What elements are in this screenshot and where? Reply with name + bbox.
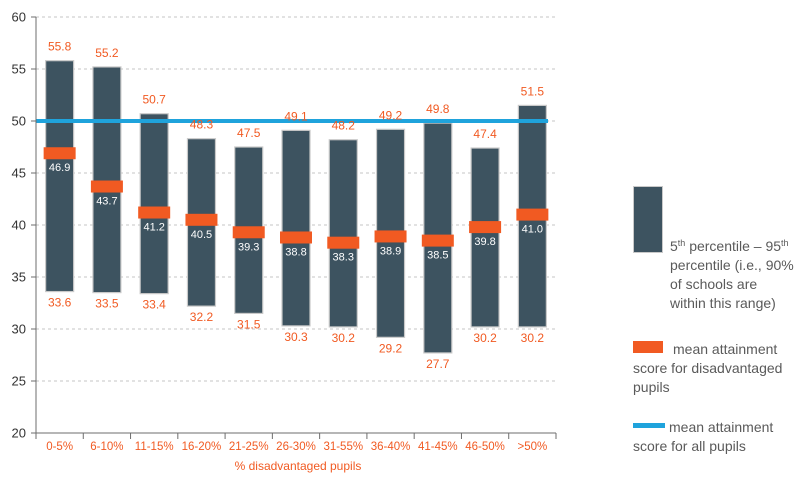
data-label-95th: 47.5	[237, 126, 261, 140]
data-label-mean: 38.9	[380, 245, 401, 257]
data-label-5th: 30.2	[473, 331, 497, 345]
mean-marker	[516, 208, 549, 221]
legend-label-all-pupils: mean attainment score for all pupils	[633, 419, 774, 454]
range-bar	[281, 129, 311, 327]
mean-marker	[43, 147, 76, 160]
data-label-mean: 46.9	[49, 162, 70, 174]
x-axis-tick-labels: 0-5% 6-10% 11-15% 16-20% 21-25% 26-30% 31-55% 3…	[46, 441, 547, 453]
y-tick-label: 60	[12, 10, 26, 25]
data-label-5th: 30.2	[332, 331, 356, 345]
x-tick-label: 36-40%	[371, 441, 411, 453]
data-label-95th: 48.3	[190, 118, 214, 132]
data-label-5th: 33.6	[48, 296, 72, 310]
x-tick-label: 11-15%	[135, 441, 174, 453]
legend-label-mean: mean attainment score for disadvantaged …	[633, 341, 783, 395]
mean-marker	[232, 226, 265, 239]
range-bar	[92, 66, 122, 294]
data-labels: 55.8 46.9 33.6 55.2 43.7 33.5 50.7 41.2 33.4 48.3…	[48, 40, 544, 371]
data-label-5th: 31.5	[237, 317, 261, 331]
x-tick-label: 0-5%	[46, 441, 73, 453]
x-tick-label: 16-20%	[182, 441, 222, 453]
data-label-mean: 38.3	[333, 252, 354, 264]
data-label-5th: 30.2	[521, 331, 545, 345]
x-tick-label: 6-10%	[90, 441, 123, 453]
mean-marker	[280, 231, 312, 244]
range-bar	[470, 147, 500, 328]
data-label-95th: 50.7	[143, 93, 167, 107]
x-tick-label: 46-50%	[465, 441, 505, 453]
data-label-95th: 49.2	[379, 108, 403, 122]
data-label-95th: 55.8	[48, 40, 72, 54]
data-label-5th: 27.7	[426, 357, 450, 371]
data-label-95th: 47.4	[473, 127, 497, 141]
data-label-mean: 43.7	[96, 196, 117, 208]
range-bar	[139, 113, 169, 295]
mean-marker	[138, 206, 171, 219]
x-tick-label: >50%	[517, 441, 547, 453]
y-tick-label: 35	[12, 270, 26, 285]
data-label-mean: 40.5	[191, 229, 212, 241]
data-label-5th: 33.5	[95, 297, 119, 311]
data-label-95th: 49.1	[284, 109, 308, 123]
data-label-mean: 41.0	[522, 224, 543, 236]
x-tick-label: 21-25%	[229, 441, 269, 453]
legend-swatch-mean	[633, 341, 663, 353]
mean-marker	[421, 234, 454, 247]
x-tick-label: 41-45%	[418, 441, 458, 453]
legend-swatch-all-pupils	[633, 423, 665, 428]
mean-marker	[374, 230, 407, 243]
disadvantaged-mean-markers	[43, 147, 549, 249]
data-label-5th: 33.4	[143, 298, 167, 312]
range-bars	[45, 60, 547, 354]
data-label-mean: 38.8	[285, 246, 306, 258]
mean-marker	[469, 221, 502, 234]
mean-marker	[327, 236, 360, 249]
y-tick-label: 20	[12, 426, 26, 441]
data-label-mean: 39.3	[238, 241, 259, 253]
range-bar	[328, 139, 358, 328]
data-label-mean: 39.8	[474, 236, 495, 248]
legend-swatch-range	[633, 186, 663, 253]
data-label-95th: 55.2	[95, 46, 119, 60]
mean-marker	[185, 213, 218, 226]
data-label-mean: 41.2	[143, 222, 164, 234]
y-tick-label: 25	[12, 374, 26, 389]
data-label-95th: 51.5	[521, 84, 545, 98]
chart-plot: 20 25 30 35 40 45 50 55 60 55.8 46.9 33.6 55.2 43.7 3…	[12, 10, 557, 473]
data-label-95th: 49.8	[426, 102, 450, 116]
data-label-mean: 38.5	[427, 250, 448, 262]
y-tick-label: 50	[12, 114, 26, 129]
y-tick-label: 30	[12, 322, 26, 337]
data-label-95th: 48.2	[332, 119, 356, 133]
legend-label-range: 5th percentile – 95th percentile (i.e., …	[670, 238, 794, 311]
range-bar	[45, 60, 75, 293]
y-tick-label: 45	[12, 166, 26, 181]
y-tick-label: 40	[12, 218, 26, 233]
y-axis-tick-labels: 20 25 30 35 40 45 50 55 60	[12, 10, 26, 441]
y-tick-label: 55	[12, 62, 26, 77]
data-label-5th: 29.2	[379, 341, 403, 355]
x-tick-label: 31-55%	[323, 441, 363, 453]
data-label-5th: 30.3	[284, 330, 308, 344]
x-tick-label: 26-30%	[276, 441, 316, 453]
axes	[35, 17, 557, 439]
x-axis-label: % disadvantaged pupils	[235, 459, 362, 473]
data-label-5th: 32.2	[190, 310, 214, 324]
mean-marker	[90, 180, 123, 193]
